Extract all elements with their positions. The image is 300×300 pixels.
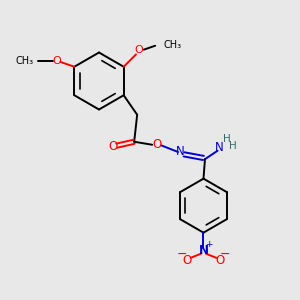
Text: O: O xyxy=(134,45,143,55)
Text: O: O xyxy=(215,254,225,267)
Text: O: O xyxy=(182,254,192,267)
Text: N: N xyxy=(215,141,224,154)
Text: CH₃: CH₃ xyxy=(163,40,182,50)
Text: +: + xyxy=(206,240,213,249)
Text: H: H xyxy=(223,134,231,144)
Text: N: N xyxy=(199,244,208,257)
Text: O: O xyxy=(52,56,61,66)
Text: H: H xyxy=(229,141,237,151)
Text: O: O xyxy=(109,140,118,153)
Text: CH₃: CH₃ xyxy=(16,56,34,66)
Text: −: − xyxy=(176,248,187,261)
Text: N: N xyxy=(176,146,185,158)
Text: O: O xyxy=(152,138,162,151)
Text: −: − xyxy=(220,248,231,261)
